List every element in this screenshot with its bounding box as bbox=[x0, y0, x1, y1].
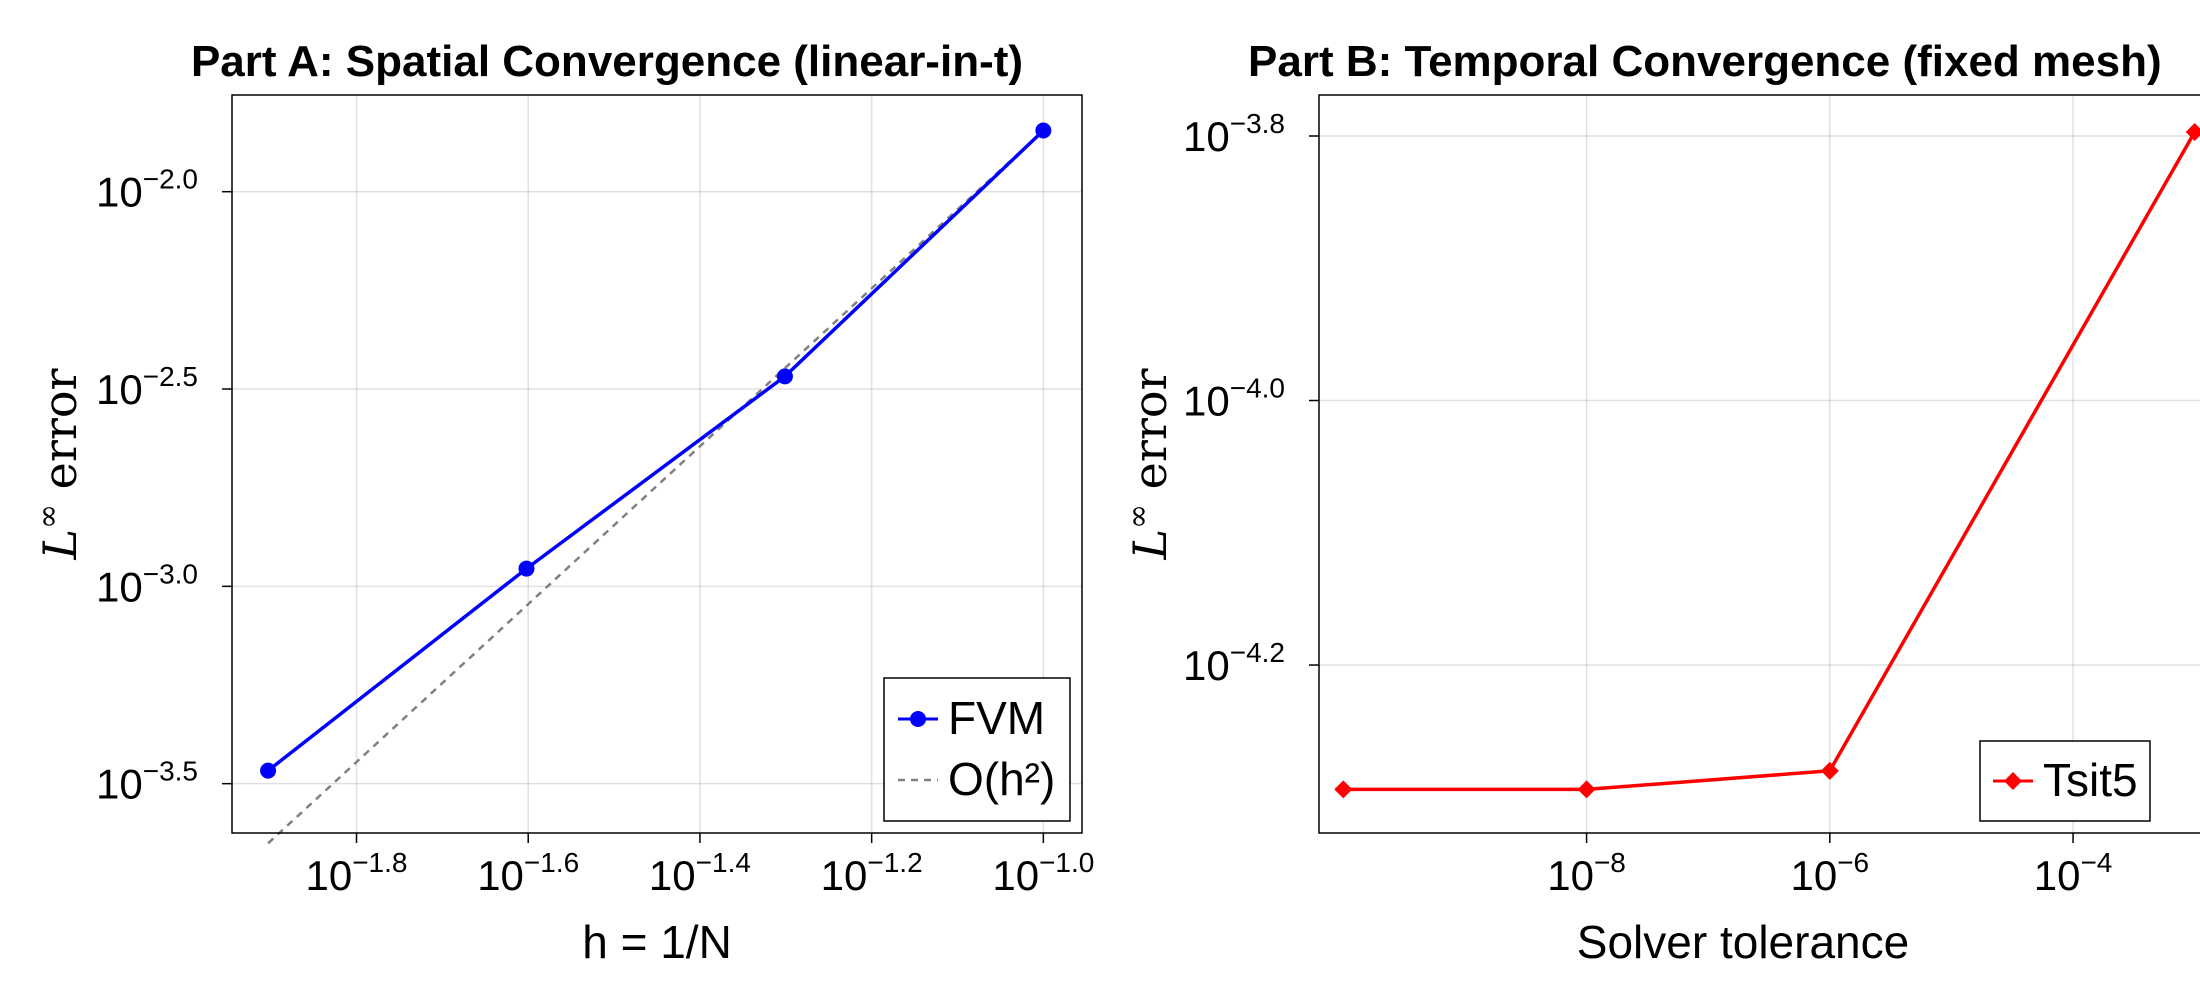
tick-label-base: 10 bbox=[821, 852, 868, 899]
tick-label-exponent: −4.2 bbox=[1230, 637, 1285, 668]
tick-label-base: 10 bbox=[477, 852, 524, 899]
panel-a-x-tick-label: 10−1.0 bbox=[992, 847, 1094, 899]
panel-b-y-ticks: 10−3.810−4.010−4.2 bbox=[1183, 108, 1319, 689]
tick-label-base: 10 bbox=[1547, 852, 1594, 899]
tick-label-exponent: −3.5 bbox=[143, 756, 198, 787]
panel-a-y-tick-label: 10−3.5 bbox=[96, 756, 198, 808]
panel-a-y-tick-label: 10−2.0 bbox=[96, 164, 198, 216]
panel-b-x-tick-label: 10−6 bbox=[1790, 847, 1869, 899]
tick-label-base: 10 bbox=[96, 169, 143, 216]
panel-a-y-ticks: 10−2.010−2.510−3.010−3.5 bbox=[96, 164, 232, 808]
panel-b-series-tsit5-point bbox=[1577, 780, 1596, 799]
panel-b-x-label: Solver tolerance bbox=[1577, 916, 1909, 968]
tick-label-exponent: −1.6 bbox=[524, 847, 579, 878]
panel-a-series-fvm-point bbox=[260, 762, 277, 779]
tick-label-base: 10 bbox=[1183, 642, 1230, 689]
panel-a-x-ticks: 10−1.8 10−1.6 10−1.4 10−1.2 10−1.0 bbox=[305, 833, 1094, 899]
tick-label-base: 10 bbox=[1183, 113, 1230, 160]
panel-a-legend-box bbox=[883, 677, 1071, 822]
panel-a-y-label-error: error bbox=[33, 368, 87, 504]
panel-a-x-label: h = 1/N bbox=[582, 916, 732, 968]
tick-label-exponent: −1.2 bbox=[867, 847, 922, 878]
panel-b-series-tsit5-point bbox=[1820, 761, 1839, 780]
panel-a-x-tick-label: 10−1.6 bbox=[477, 847, 579, 899]
tick-label-exponent: −6 bbox=[1837, 847, 1869, 878]
tick-label-base: 10 bbox=[96, 366, 143, 413]
panel-a-y-tick-label: 10−3.0 bbox=[96, 558, 198, 610]
tick-label-base: 10 bbox=[992, 852, 1039, 899]
tick-label-exponent: −3.0 bbox=[143, 558, 198, 589]
panel-a-series-fvm-point bbox=[776, 368, 793, 385]
panel-a-series-oh-line bbox=[267, 129, 1045, 845]
panel-a-series-fvm-line bbox=[267, 129, 1045, 772]
panel-b-grid bbox=[1319, 95, 2200, 833]
tick-label-base: 10 bbox=[649, 852, 696, 899]
tick-label-exponent: −1.0 bbox=[1039, 847, 1094, 878]
panel-a-title: Part A: Spatial Convergence (linear-in-t… bbox=[191, 37, 1023, 86]
panel-a-x-tick-label: 10−1.8 bbox=[305, 847, 407, 899]
panel-a: Part A: Spatial Convergence (linear-in-t… bbox=[31, 37, 1094, 968]
panel-b-series-tsit5-point bbox=[1334, 780, 1353, 799]
tick-label-base: 10 bbox=[96, 761, 143, 808]
panel-b-y-label-infinity: ∞ bbox=[1121, 504, 1156, 529]
tick-label-base: 10 bbox=[1790, 852, 1837, 899]
tick-label-base: 10 bbox=[96, 563, 143, 610]
panel-a-legend-oh2-label: O(h²) bbox=[948, 753, 1055, 805]
panel-b-plot-frame bbox=[1318, 94, 2200, 834]
panel-a-y-label-infinity: ∞ bbox=[31, 504, 66, 529]
tick-label-exponent: −8 bbox=[1594, 847, 1626, 878]
tick-label-exponent: −2.5 bbox=[143, 361, 198, 392]
tick-label-base: 10 bbox=[1183, 378, 1230, 425]
panel-b-x-ticks: 10−8 10−6 10−4 bbox=[1547, 833, 2112, 899]
panel-b-y-tick-label: 10−3.8 bbox=[1183, 108, 1285, 160]
panel-b-series bbox=[1334, 123, 2200, 799]
panel-b-legend-tsit5-marker bbox=[2004, 772, 2022, 790]
panel-a-plot-frame bbox=[231, 94, 1083, 834]
panel-a-legend-fvm-marker bbox=[910, 711, 926, 727]
tick-label-exponent: −1.4 bbox=[696, 847, 751, 878]
panel-b: Part B: Temporal Convergence (fixed mesh… bbox=[1121, 37, 2200, 968]
panel-b-x-tick-label: 10−4 bbox=[2034, 847, 2113, 899]
panel-a-y-label-l: L bbox=[33, 529, 87, 561]
panel-b-series-tsit5-point bbox=[2185, 123, 2200, 142]
panel-b-series-tsit5-line bbox=[1343, 131, 2197, 792]
panel-a-series bbox=[260, 122, 1052, 845]
panel-b-legend: Tsit5 bbox=[1979, 740, 2151, 822]
panel-b-title: Part B: Temporal Convergence (fixed mesh… bbox=[1248, 37, 2162, 86]
panel-b-x-tick-label: 10−8 bbox=[1547, 847, 1626, 899]
panel-b-y-label-l: L bbox=[1123, 529, 1177, 561]
tick-label-base: 10 bbox=[305, 852, 352, 899]
panel-b-y-tick-label: 10−4.0 bbox=[1183, 373, 1285, 425]
panel-a-y-tick-label: 10−2.5 bbox=[96, 361, 198, 413]
panel-b-y-label-error: error bbox=[1123, 368, 1177, 504]
panel-b-legend-tsit5-label: Tsit5 bbox=[2043, 754, 2138, 806]
tick-label-base: 10 bbox=[2034, 852, 2081, 899]
tick-label-exponent: −4.0 bbox=[1230, 373, 1285, 404]
panel-b-y-label: L∞ error bbox=[1121, 368, 1177, 560]
tick-label-exponent: −1.8 bbox=[352, 847, 407, 878]
tick-label-exponent: −3.8 bbox=[1230, 108, 1285, 139]
panel-a-x-tick-label: 10−1.4 bbox=[649, 847, 751, 899]
panel-a-series-fvm-point bbox=[518, 560, 535, 577]
panel-b-y-tick-label: 10−4.2 bbox=[1183, 637, 1285, 689]
tick-label-exponent: −2.0 bbox=[143, 164, 198, 195]
panel-a-series-fvm-point bbox=[1035, 122, 1052, 139]
panel-a-legend: FVM O(h²) bbox=[883, 677, 1071, 822]
panel-a-x-tick-label: 10−1.2 bbox=[821, 847, 923, 899]
panel-a-y-label: L∞ error bbox=[31, 368, 87, 560]
tick-label-exponent: −4 bbox=[2080, 847, 2112, 878]
panel-a-legend-fvm-label: FVM bbox=[948, 692, 1045, 744]
